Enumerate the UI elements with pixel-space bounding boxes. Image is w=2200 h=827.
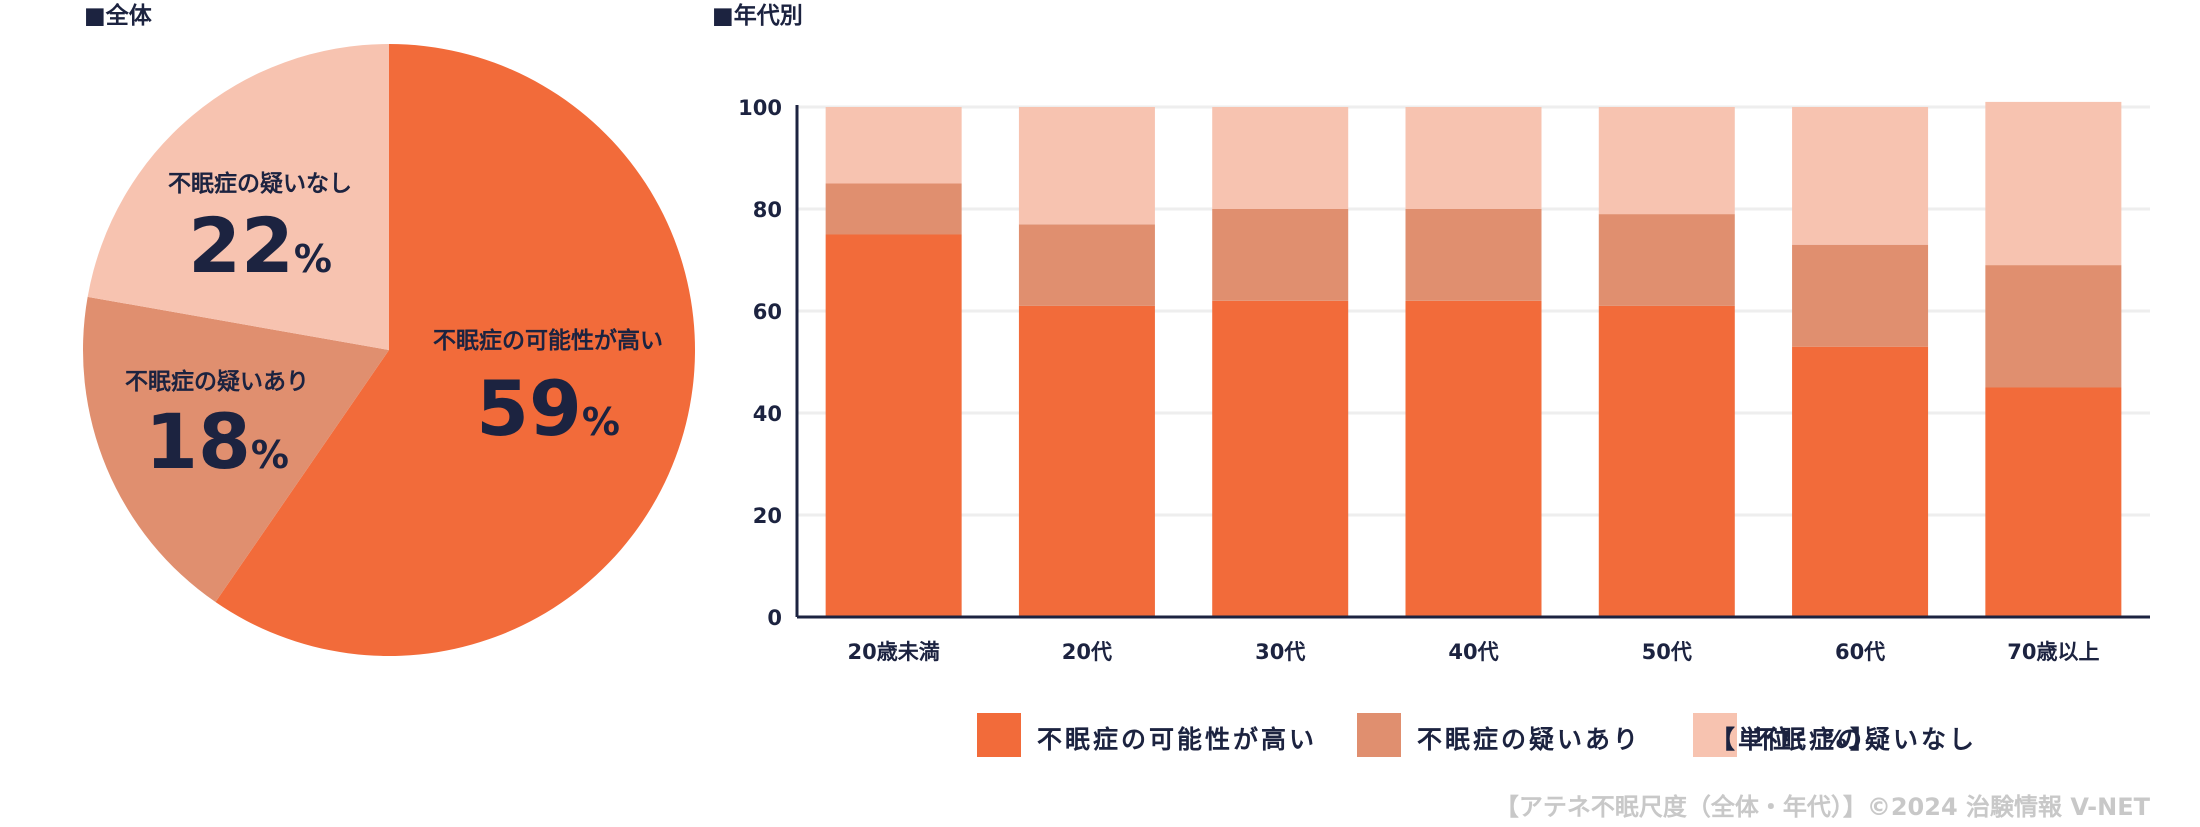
bar-segment bbox=[1792, 346, 1929, 617]
legend-label: 不眠症の疑いあり bbox=[1417, 725, 1641, 754]
x-category-label: 60代 bbox=[1835, 640, 1885, 664]
legend: 不眠症の可能性が高い 不眠症の疑いあり 不眠症の疑いなし bbox=[977, 713, 1977, 757]
legend-label: 不眠症の疑いなし bbox=[1753, 725, 1977, 754]
pie-slice-label: 不眠症の可能性が高い bbox=[433, 327, 663, 354]
pie-slice-label: 不眠症の疑いあり bbox=[125, 368, 309, 395]
x-category-label: 40代 bbox=[1448, 640, 1498, 664]
bar-segment bbox=[1405, 107, 1542, 209]
legend-swatch bbox=[977, 713, 1021, 757]
bar-segment bbox=[825, 107, 962, 184]
bar-segment bbox=[1792, 107, 1929, 245]
bar-segment bbox=[1212, 209, 1349, 301]
bar-segment bbox=[1985, 101, 2122, 266]
bar-segment bbox=[1792, 244, 1929, 347]
bar-segment bbox=[1212, 107, 1349, 209]
y-tick-label: 20 bbox=[753, 504, 782, 528]
y-tick-label: 0 bbox=[767, 606, 782, 630]
bar-segment bbox=[825, 234, 962, 617]
y-tick-label: 80 bbox=[753, 198, 782, 222]
x-category-label: 70歳以上 bbox=[2007, 640, 2099, 664]
pie-slice bbox=[87, 44, 389, 350]
legend-label: 不眠症の可能性が高い bbox=[1037, 725, 1317, 754]
pie-section-title: ■全体 bbox=[84, 2, 153, 29]
pie-slice bbox=[83, 296, 390, 603]
bar-segment bbox=[1598, 305, 1735, 617]
bar-segment bbox=[1405, 209, 1542, 301]
bar-segment bbox=[1018, 224, 1155, 306]
x-category-label: 20歳未満 bbox=[848, 640, 940, 664]
bar-segment bbox=[1598, 107, 1735, 215]
pie-slice bbox=[215, 44, 695, 657]
bar-segment bbox=[1018, 305, 1155, 617]
y-tick-label: 100 bbox=[738, 96, 782, 120]
bar-segment bbox=[1985, 265, 2122, 388]
y-tick-label: 60 bbox=[753, 300, 782, 324]
bar-section-title: ■年代別 bbox=[712, 2, 803, 29]
y-tick-label: 40 bbox=[753, 402, 782, 426]
legend-swatch bbox=[1357, 713, 1401, 757]
pie-slice-value: 22% bbox=[188, 201, 332, 290]
x-category-label: 50代 bbox=[1642, 640, 1692, 664]
pie-slice-value: 18% bbox=[145, 397, 289, 486]
pie-slice-value: 59% bbox=[476, 364, 620, 453]
x-category-label: 20代 bbox=[1062, 640, 1112, 664]
bar-segment bbox=[1598, 214, 1735, 306]
credit-note: 【アテネ不眠尺度（全体・年代）】©2024 治験情報 V-NET bbox=[1495, 793, 2151, 821]
bar-segment bbox=[1018, 107, 1155, 225]
bar-segment bbox=[1985, 387, 2122, 617]
bar-segment bbox=[1212, 300, 1349, 617]
x-category-label: 30代 bbox=[1255, 640, 1305, 664]
bar-segment bbox=[825, 183, 962, 235]
bar-segment bbox=[1405, 300, 1542, 617]
stacked-bar-chart: 0 20 40 60 80 100 20歳未満 20代 30代 40代 50代 60代 70歳以上 bbox=[738, 96, 2150, 664]
pie-slice-label: 不眠症の疑いなし bbox=[168, 170, 352, 197]
unit-note: 【単位：%】 bbox=[1710, 725, 1878, 754]
legend-swatch bbox=[1693, 713, 1737, 757]
